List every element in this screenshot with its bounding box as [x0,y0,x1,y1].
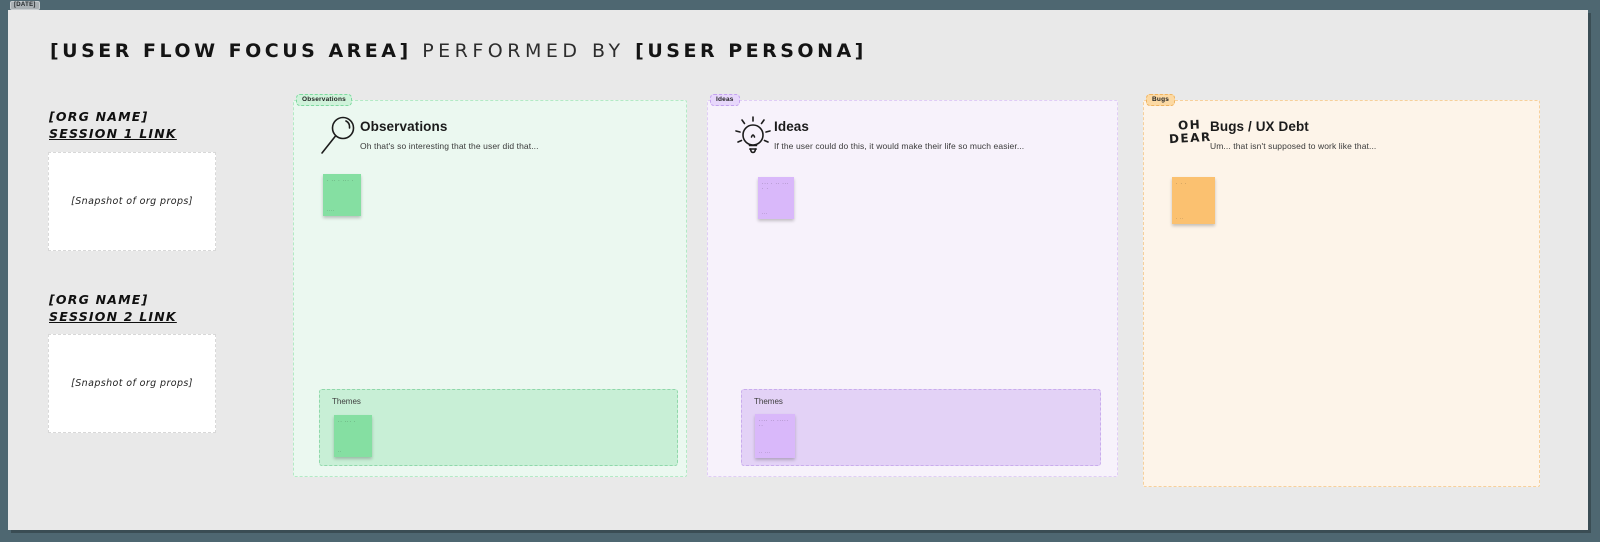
themes-label: Themes [754,397,783,406]
themes-area-ideas[interactable]: Themes ···· ·· ····· ·· ·· ··· [741,389,1101,466]
sticky-note[interactable]: ·· ··· · ·· [334,415,372,457]
session-1-link[interactable]: SESSION 1 LINK [49,126,177,141]
magnifier-icon [316,113,362,161]
themes-label: Themes [332,397,361,406]
section-title-ideas: Ideas [774,119,810,134]
sticky-note-text: ···· ·· ····· ·· [759,418,789,428]
section-tag-observations[interactable]: Observations [296,94,352,106]
org-session-2-heading: [ORG NAME] SESSION 2 LINK [49,291,279,325]
org-name-1: [ORG NAME] [49,109,149,124]
canvas-name-tag[interactable]: [DATE] [10,1,40,10]
sticky-note-author: · ·· [1176,217,1184,221]
sticky-note-author: ··· [762,212,768,216]
sticky-note-text: ··· · ·· ···· · [762,181,790,191]
sticky-note-author: ···· [327,209,335,213]
section-title-bugs: Bugs / UX Debt [1210,119,1309,134]
section-subtitle-ideas: If the user could do this, it would make… [774,141,1025,151]
board-title: [USER FLOW FOCUS AREA] PERFORMED BY [USE… [50,40,867,62]
whiteboard-canvas: [USER FLOW FOCUS AREA] PERFORMED BY [USE… [8,10,1588,530]
sticky-note[interactable]: ···· ·· ····· ·· ·· ··· [755,414,795,458]
section-observations: Observations Observations Oh that's so i… [293,94,687,477]
sticky-note-author: ·· [338,450,342,454]
section-subtitle-observations: Oh that's so interesting that the user d… [360,141,539,151]
org-snapshot-2[interactable]: [Snapshot of org props] [48,334,216,433]
org-session-1-heading: [ORG NAME] SESSION 1 LINK [49,108,279,142]
lightbulb-icon [730,113,776,161]
section-tag-bugs[interactable]: Bugs [1146,94,1176,106]
themes-area-observations[interactable]: Themes ·· ··· · ·· [319,389,678,466]
sticky-note-text: · ·· · ··· · [327,178,355,183]
sticky-note[interactable]: · · · · ·· [1172,177,1215,224]
section-subtitle-bugs: Um... that isn't supposed to work like t… [1210,141,1377,151]
org-snapshot-2-label: [Snapshot of org props] [71,378,193,389]
org-snapshot-1-label: [Snapshot of org props] [71,196,193,207]
sticky-note[interactable]: ··· · ·· ···· · ··· [758,177,794,219]
org-snapshot-1[interactable]: [Snapshot of org props] [48,152,216,251]
sticky-note[interactable]: · ·· · ··· · ···· [323,174,361,216]
section-ideas: Ideas Ideas If the user could do this, i… [707,94,1118,477]
sticky-note-text: ·· ··· · [338,419,357,424]
org-name-2: [ORG NAME] [49,292,149,307]
sticky-note-text: · · · [1176,181,1188,186]
board-title-focus-area: [USER FLOW FOCUS AREA] [50,40,412,62]
board-title-persona: [USER PERSONA] [635,40,867,62]
section-title-observations: Observations [360,119,448,134]
sticky-note-author: ·· ··· [759,451,771,455]
session-2-link[interactable]: SESSION 2 LINK [49,309,177,324]
section-bugs: Bugs OH DEAR Bugs / UX Debt Um... that i… [1143,94,1540,487]
section-tag-ideas[interactable]: Ideas [710,94,740,106]
board-title-connector: PERFORMED BY [411,40,636,62]
